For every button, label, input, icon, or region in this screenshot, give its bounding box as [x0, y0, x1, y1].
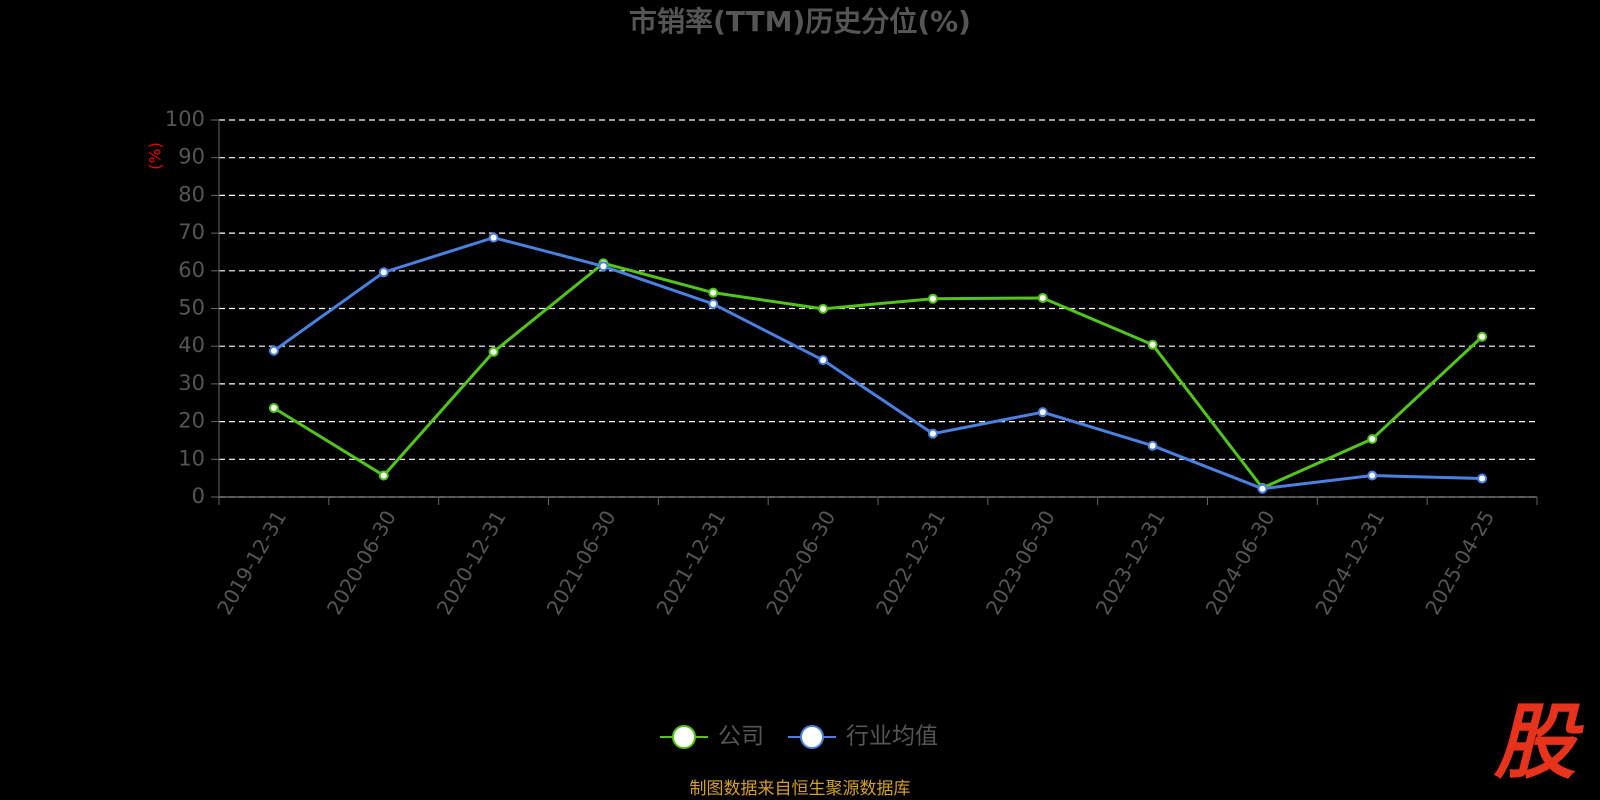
data-point [1257, 483, 1268, 494]
y-tick-label: 10 [178, 446, 205, 470]
y-tick-label: 20 [178, 409, 205, 433]
data-point [1147, 440, 1158, 451]
data-point [488, 346, 499, 357]
y-tick-label: 100 [165, 107, 205, 131]
series-line [273, 261, 1484, 490]
data-point [818, 355, 829, 366]
y-axis-label: (%) [146, 142, 165, 170]
legend-label: 公司 [718, 724, 764, 750]
y-tick-label: 70 [178, 220, 205, 244]
data-point [708, 298, 719, 309]
y-tick-label: 90 [178, 145, 205, 169]
chart-title: 市销率(TTM)历史分位(%) [629, 5, 971, 38]
data-point [818, 303, 829, 314]
data-point [1477, 331, 1488, 342]
data-point [1367, 470, 1378, 481]
data-point [1477, 473, 1488, 484]
source-note: 制图数据来自恒生聚源数据库 [690, 779, 911, 799]
data-point [268, 403, 279, 414]
data-point [268, 345, 279, 356]
y-tick-label: 0 [192, 484, 205, 508]
legend-marker [672, 725, 696, 749]
data-point [927, 293, 938, 304]
data-point [708, 287, 719, 298]
data-point [378, 267, 389, 278]
series-line [273, 236, 1483, 491]
y-tick-label: 80 [178, 182, 205, 206]
y-tick-label: 40 [178, 333, 205, 357]
data-point [378, 470, 389, 481]
data-point [1367, 433, 1378, 444]
data-point [1037, 407, 1048, 418]
data-point [927, 428, 938, 439]
data-point [1037, 292, 1048, 303]
y-tick-label: 60 [178, 258, 205, 282]
data-point [488, 232, 499, 243]
data-point [598, 261, 609, 272]
data-point [1147, 339, 1158, 350]
legend-marker [800, 725, 824, 749]
legend-label: 行业均值 [846, 724, 938, 750]
logo: 股 [1493, 695, 1584, 790]
y-tick-label: 50 [178, 296, 205, 320]
y-tick-label: 30 [178, 371, 205, 395]
